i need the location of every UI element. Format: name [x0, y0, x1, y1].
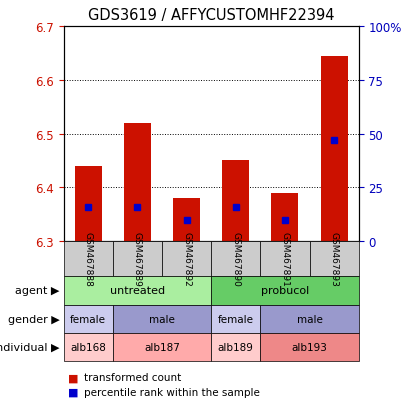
- Text: GSM467891: GSM467891: [280, 232, 289, 287]
- Bar: [173, 199, 200, 242]
- Text: GSM467889: GSM467889: [133, 232, 142, 287]
- Text: probucol: probucol: [260, 286, 308, 296]
- Text: transformed count: transformed count: [84, 373, 181, 382]
- Text: alb187: alb187: [144, 342, 180, 352]
- Text: ■: ■: [67, 373, 78, 382]
- Text: GSM467888: GSM467888: [83, 232, 92, 287]
- Text: gender ▶: gender ▶: [8, 314, 59, 324]
- Text: agent ▶: agent ▶: [15, 286, 59, 296]
- Bar: [320, 57, 347, 242]
- Text: female: female: [70, 314, 106, 324]
- Bar: [222, 161, 249, 242]
- Title: GDS3619 / AFFYCUSTOMHF22394: GDS3619 / AFFYCUSTOMHF22394: [88, 8, 334, 23]
- Bar: [271, 193, 298, 242]
- Text: individual ▶: individual ▶: [0, 342, 59, 352]
- Bar: [124, 123, 151, 242]
- Text: percentile rank within the sample: percentile rank within the sample: [84, 387, 259, 397]
- Text: alb189: alb189: [217, 342, 253, 352]
- Text: male: male: [148, 314, 175, 324]
- Text: untreated: untreated: [110, 286, 164, 296]
- Bar: [74, 166, 101, 242]
- Text: ■: ■: [67, 387, 78, 397]
- Text: male: male: [296, 314, 322, 324]
- Text: GSM467890: GSM467890: [231, 232, 240, 287]
- Text: alb193: alb193: [291, 342, 327, 352]
- Text: GSM467893: GSM467893: [329, 232, 338, 287]
- Text: GSM467892: GSM467892: [182, 232, 191, 287]
- Text: female: female: [217, 314, 253, 324]
- Text: alb168: alb168: [70, 342, 106, 352]
